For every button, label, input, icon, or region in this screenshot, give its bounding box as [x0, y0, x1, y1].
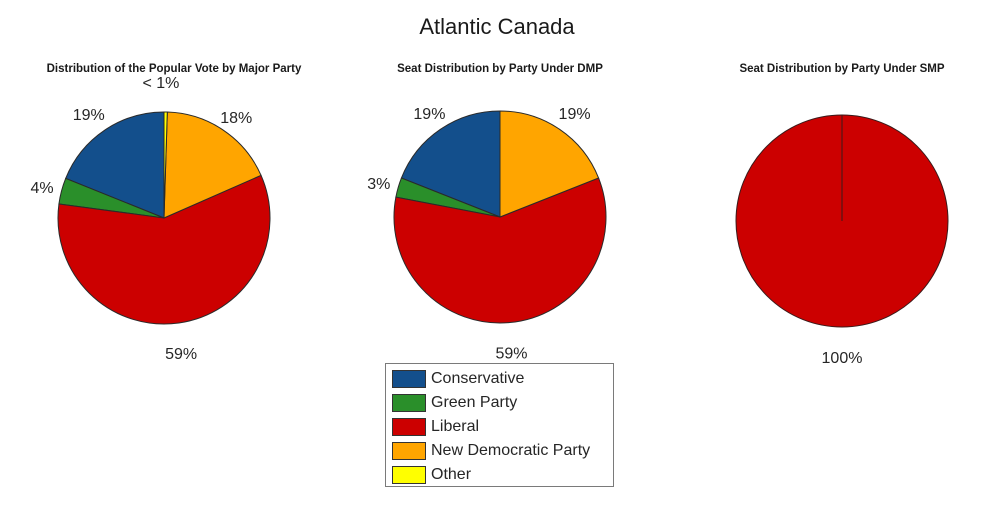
- legend-item-liberal: Liberal: [386, 415, 613, 439]
- legend-swatch: [392, 418, 426, 436]
- legend-item-other: Other: [386, 463, 613, 487]
- pie-slice-conservative: [65, 111, 165, 219]
- pie-slice-new-democratic-party: [163, 111, 262, 219]
- pie-slice-new-democratic-party: [499, 110, 600, 218]
- legend-label: Other: [431, 466, 472, 483]
- pie-label: 19%: [559, 106, 591, 123]
- legend-label: Conservative: [431, 370, 525, 387]
- pie-label: 59%: [165, 346, 197, 363]
- legend-swatch: [392, 442, 426, 460]
- pie-label: 100%: [822, 350, 863, 367]
- pie-label: 59%: [495, 345, 527, 362]
- legend-label: New Democratic Party: [431, 442, 591, 459]
- pie-label: 4%: [30, 180, 53, 197]
- pie-label: 19%: [413, 106, 445, 123]
- legend: Conservative Green Party Liberal New Dem…: [385, 363, 614, 487]
- figure-title: Atlantic Canada: [419, 14, 575, 39]
- legend-swatch: [392, 394, 426, 412]
- pie-2-title: Seat Distribution by Party Under DMP: [397, 63, 603, 75]
- pie-label: < 1%: [142, 75, 179, 92]
- pie-3-title: Seat Distribution by Party Under SMP: [739, 63, 945, 75]
- pie-2: 19% 3% 59% 19%: [367, 106, 607, 362]
- legend-label: Liberal: [431, 418, 480, 435]
- pie-label: 19%: [73, 107, 105, 124]
- pie-slice-liberal: [57, 174, 271, 325]
- pie-1-title: Distribution of the Popular Vote by Majo…: [46, 63, 302, 75]
- legend-item-ndp: New Democratic Party: [386, 439, 613, 463]
- pie-slice-other: [163, 111, 168, 219]
- legend-item-green-party: Green Party: [386, 391, 613, 415]
- pie-1: 19% 4% 59% 18% < 1%: [30, 75, 271, 363]
- legend-swatch: [392, 370, 426, 388]
- pie-3: 100%: [735, 114, 949, 367]
- pie-slice-conservative: [400, 110, 501, 218]
- legend-label: Green Party: [431, 394, 518, 411]
- legend-item-conservative: Conservative: [386, 367, 613, 391]
- legend-swatch: [392, 466, 426, 484]
- pie-label: 3%: [367, 176, 390, 193]
- pie-slice-liberal: [393, 177, 607, 324]
- pie-label: 18%: [220, 110, 252, 127]
